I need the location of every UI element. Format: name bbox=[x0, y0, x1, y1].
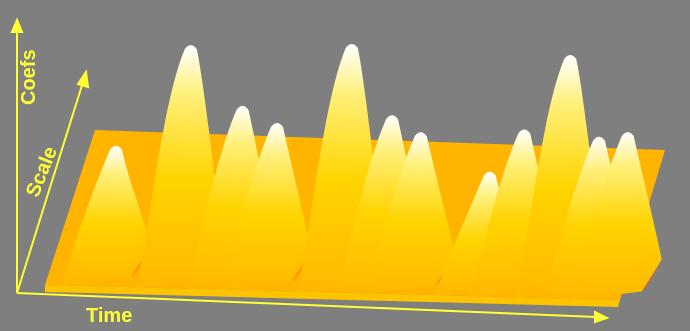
ridges-group bbox=[61, 43, 662, 300]
coefs-axis-label: Coefs bbox=[18, 49, 40, 105]
ridge-peak bbox=[61, 145, 150, 287]
time-axis-arrow bbox=[594, 310, 610, 324]
time-axis-line bbox=[16, 292, 598, 318]
ridge-peak bbox=[222, 123, 311, 291]
ridge-peak bbox=[572, 132, 662, 300]
time-axis-label: Time bbox=[86, 305, 133, 327]
scale-axis-arrow bbox=[76, 69, 90, 89]
scale-axis-line bbox=[16, 81, 84, 294]
surface-front-fringe bbox=[45, 285, 620, 307]
coefs-axis-arrow bbox=[10, 17, 24, 33]
ridge-peak bbox=[135, 45, 225, 289]
ridge-peak bbox=[365, 132, 455, 295]
axes-group bbox=[10, 17, 610, 324]
